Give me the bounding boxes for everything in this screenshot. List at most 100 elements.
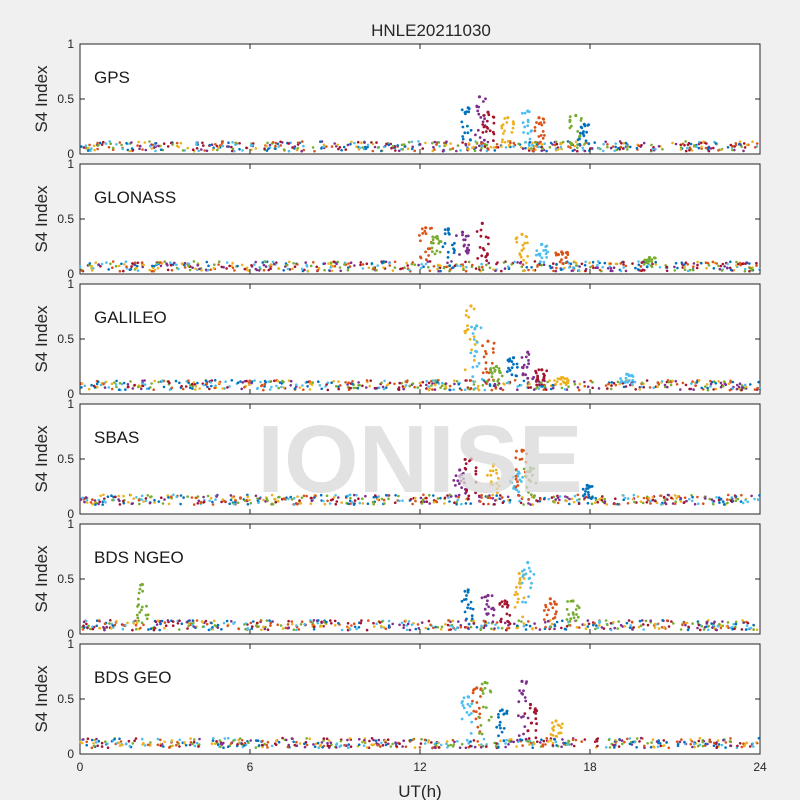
data-point	[578, 498, 581, 501]
data-point	[84, 619, 88, 623]
data-point	[261, 261, 265, 264]
data-point	[405, 628, 409, 632]
event-point	[535, 121, 538, 124]
data-point	[231, 266, 235, 270]
data-point	[365, 746, 369, 749]
data-point	[186, 495, 189, 498]
data-point	[642, 628, 645, 631]
data-point	[469, 740, 472, 743]
data-point	[704, 146, 708, 150]
event-point	[561, 722, 564, 726]
data-point	[479, 500, 482, 503]
event-point	[520, 366, 524, 369]
data-point	[620, 742, 624, 746]
event-point	[523, 470, 527, 474]
data-point	[310, 383, 314, 387]
data-point	[274, 500, 278, 504]
data-point	[339, 384, 342, 387]
data-point	[202, 500, 206, 504]
event-point	[502, 712, 506, 716]
data-point	[729, 143, 733, 147]
data-point	[225, 619, 229, 623]
data-point	[287, 743, 291, 747]
event-point	[474, 480, 478, 484]
data-point	[719, 264, 723, 268]
data-point	[456, 498, 460, 502]
event-point	[503, 117, 507, 120]
event-point	[475, 365, 479, 368]
data-point	[220, 628, 223, 631]
data-point	[418, 381, 422, 385]
data-point	[500, 145, 503, 148]
event-point	[486, 473, 489, 477]
event-point	[578, 142, 582, 146]
data-point	[222, 621, 226, 625]
x-tick-label: 12	[413, 760, 427, 774]
event-point	[566, 251, 569, 255]
event-point	[545, 256, 548, 259]
event-point	[486, 599, 489, 603]
data-point	[188, 268, 192, 272]
data-point	[527, 498, 530, 501]
data-point	[602, 627, 606, 630]
event-point	[140, 605, 144, 609]
data-point	[322, 499, 325, 503]
data-point	[555, 262, 558, 266]
data-point	[481, 744, 485, 748]
data-point	[726, 493, 730, 497]
data-point	[133, 383, 136, 387]
data-point	[445, 740, 449, 743]
data-point	[387, 742, 390, 746]
data-point	[419, 496, 423, 500]
data-point	[549, 625, 552, 628]
event-point	[141, 589, 145, 593]
data-point	[78, 265, 82, 269]
data-point	[424, 141, 427, 145]
event-point	[527, 144, 531, 148]
event-point	[483, 117, 486, 121]
data-point	[431, 388, 434, 391]
data-point	[244, 622, 248, 625]
data-point	[257, 625, 260, 628]
data-point	[308, 382, 312, 385]
data-point	[122, 381, 126, 385]
data-point	[151, 264, 154, 268]
data-point	[558, 495, 562, 498]
event-point	[526, 124, 530, 128]
data-point	[330, 743, 333, 746]
data-point	[274, 147, 277, 150]
data-point	[115, 143, 118, 146]
data-point	[413, 746, 417, 749]
data-point	[576, 493, 580, 497]
data-point	[282, 380, 285, 384]
data-point	[624, 269, 628, 273]
data-point	[565, 499, 568, 503]
data-point	[320, 387, 324, 391]
data-point	[499, 739, 502, 743]
data-point	[596, 744, 599, 748]
data-point	[437, 269, 440, 273]
data-point	[642, 385, 645, 389]
data-point	[418, 746, 422, 749]
data-point	[221, 144, 225, 148]
data-point	[221, 140, 224, 144]
data-point	[303, 742, 306, 746]
data-point	[509, 141, 512, 145]
data-point	[374, 494, 377, 497]
data-point	[355, 494, 358, 497]
data-point	[150, 382, 153, 385]
data-point	[292, 740, 295, 744]
event-point	[461, 135, 465, 138]
event-point	[472, 307, 476, 311]
data-point	[78, 740, 82, 744]
data-point	[330, 622, 333, 625]
event-point	[523, 712, 527, 715]
data-point	[240, 739, 244, 742]
event-point	[549, 739, 553, 742]
data-point	[141, 384, 145, 388]
event-point	[424, 232, 428, 236]
data-point	[731, 380, 735, 384]
data-point	[548, 146, 552, 149]
data-point	[737, 385, 741, 389]
event-point	[505, 121, 509, 124]
